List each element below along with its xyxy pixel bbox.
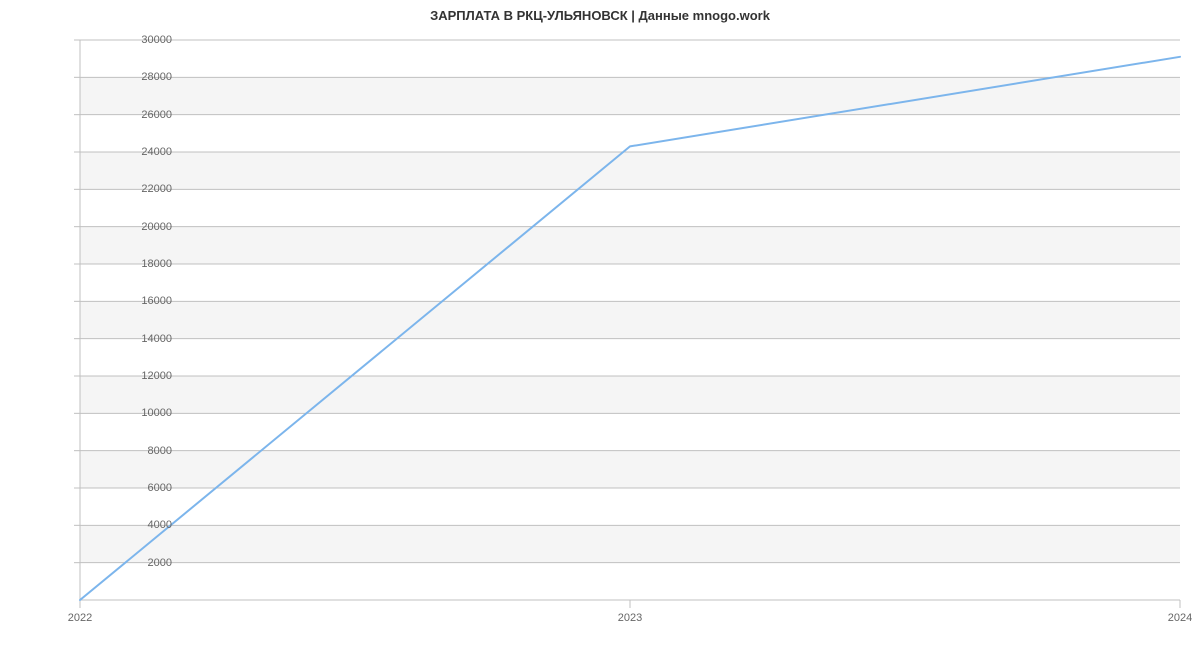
chart-title: ЗАРПЛАТА В РКЦ-УЛЬЯНОВСК | Данные mnogo.… (0, 8, 1200, 23)
y-tick-label: 16000 (112, 295, 172, 307)
y-tick-label: 2000 (112, 557, 172, 569)
y-tick-label: 8000 (112, 445, 172, 457)
chart-container: ЗАРПЛАТА В РКЦ-УЛЬЯНОВСК | Данные mnogo.… (0, 0, 1200, 650)
x-tick-label: 2022 (50, 612, 110, 624)
y-tick-label: 18000 (112, 258, 172, 270)
y-tick-label: 26000 (112, 109, 172, 121)
y-tick-label: 4000 (112, 519, 172, 531)
y-tick-label: 28000 (112, 71, 172, 83)
x-tick-label: 2024 (1150, 612, 1200, 624)
y-tick-label: 24000 (112, 146, 172, 158)
y-tick-label: 14000 (112, 333, 172, 345)
y-tick-label: 30000 (112, 34, 172, 46)
y-tick-label: 22000 (112, 183, 172, 195)
x-tick-label: 2023 (600, 612, 660, 624)
y-tick-label: 12000 (112, 370, 172, 382)
y-tick-label: 10000 (112, 407, 172, 419)
y-tick-label: 20000 (112, 221, 172, 233)
y-tick-label: 6000 (112, 482, 172, 494)
plot-area (80, 40, 1180, 600)
chart-svg (80, 40, 1180, 600)
